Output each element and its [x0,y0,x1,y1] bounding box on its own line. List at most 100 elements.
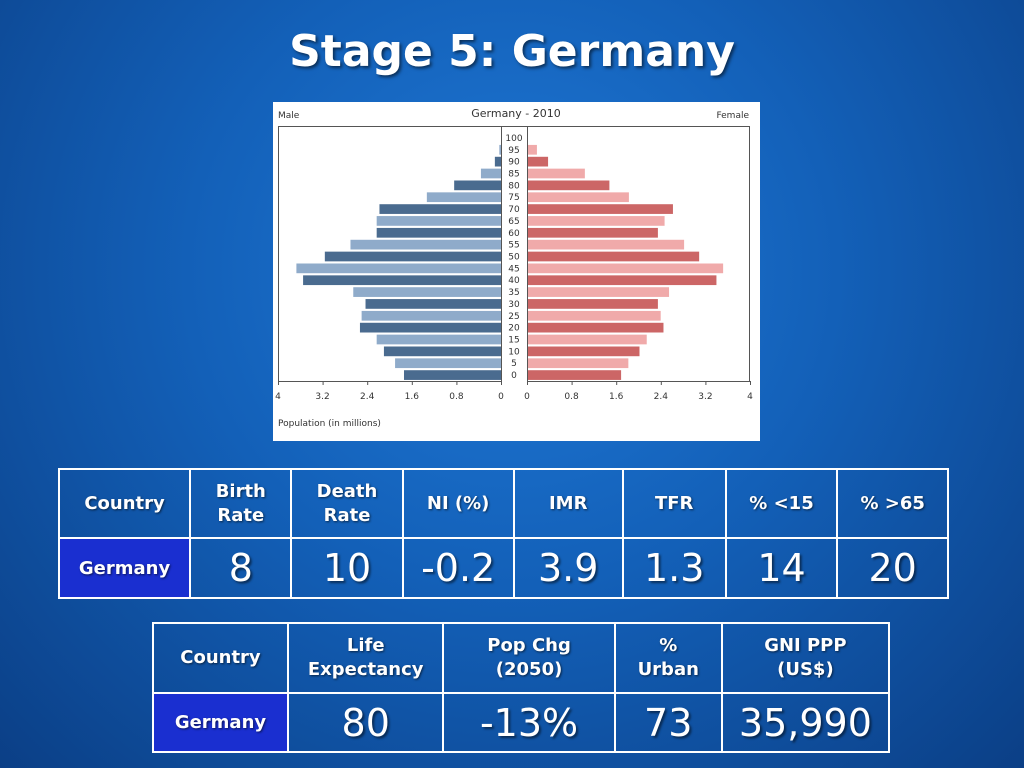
bar-male-age-80 [454,180,501,191]
age-label: 50 [508,253,520,263]
value-tfr: 1.3 [621,537,727,599]
age-label: 30 [508,300,520,310]
bar-male-age-70 [379,204,501,214]
male-x-axis [278,381,502,382]
row-label-country: Germany [152,692,289,753]
slide-title: Stage 5: Germany [289,26,735,77]
female-zero-line [527,126,528,382]
x-tick-label: 2.4 [654,392,669,402]
header-pct-over-65: % >65 [836,468,949,539]
table-row: Germany 80 -13% 73 35,990 [152,692,891,753]
age-label: 60 [508,229,520,239]
header-death-rate: Death Rate [290,468,404,539]
bar-female-age-0 [528,370,622,380]
header-pop-chg-text: Pop Chg (2050) [487,635,571,680]
age-label: 5 [511,359,517,369]
x-tick-label: 1.6 [405,392,420,402]
value-ni: -0.2 [401,537,515,599]
row-label-country: Germany [57,537,192,599]
bar-female-age-70 [528,204,673,214]
header-pct-urban: % Urban [613,622,723,694]
x-tick-label: 4 [747,392,753,402]
x-tick-label: 0.8 [449,392,464,402]
plot-right-border [749,126,750,382]
bar-male-age-30 [365,299,501,309]
plot-top-border [278,126,750,127]
bar-male-age-25 [361,310,501,321]
age-label: 10 [508,347,520,357]
age-label: 40 [508,276,520,286]
x-axis-title: Population (in millions) [278,419,381,429]
bar-female-age-80 [528,180,610,191]
header-gni-ppp: GNI PPP (US$) [720,622,891,694]
header-death-rate-text: Death Rate [316,480,378,526]
age-label: 55 [508,241,519,251]
bar-female-age-20 [528,322,664,333]
bar-male-age-15 [376,334,501,345]
value-pct-urban: 73 [613,692,723,753]
x-tick-mark [322,381,324,385]
header-imr: IMR [512,468,624,539]
x-tick-mark [750,381,751,385]
development-stats-table: Country Life Expectancy Pop Chg (2050) %… [152,622,891,753]
x-tick-label: 0 [524,392,530,402]
pyramid-svg: Germany - 2010 Male Female Population (in m… [275,107,753,429]
bar-female-age-60 [528,227,658,238]
age-label: 65 [508,217,519,227]
value-imr: 3.9 [512,537,624,599]
bar-male-age-20 [359,322,501,333]
x-tick-mark [660,381,662,385]
header-pct-under-15: % <15 [724,468,839,539]
age-label: 45 [508,264,519,274]
x-tick-mark [705,381,707,385]
x-tick-mark [278,381,279,385]
bar-male-age-45 [296,263,501,274]
bar-male-age-65 [376,216,501,226]
value-pct-over-65: 20 [836,537,949,599]
header-country: Country [57,468,192,539]
x-tick-label: 3.2 [698,392,712,402]
age-label: 20 [508,324,520,334]
bar-male-age-95 [499,144,501,155]
chart-title: Germany - 2010 [471,107,561,120]
bar-male-age-35 [353,287,501,297]
bar-female-age-55 [528,239,685,250]
bar-male-age-10 [383,346,501,357]
bar-female-age-25 [528,310,661,321]
bar-female-age-65 [528,216,665,226]
bar-female-age-90 [528,156,549,167]
x-tick-mark [527,381,528,385]
table-row: Germany 8 10 -0.2 3.9 1.3 14 20 [57,537,949,599]
table-header-row: Country Life Expectancy Pop Chg (2050) %… [152,622,891,694]
age-label: 15 [508,336,519,346]
x-tick-label: 4 [275,392,281,402]
bar-male-age-75 [426,192,501,203]
bar-female-age-15 [528,334,647,345]
bar-male-age-40 [303,275,501,286]
male-label: Male [278,111,300,121]
header-ni: NI (%) [401,468,515,539]
bar-male-age-55 [350,239,501,250]
age-label: 80 [508,181,520,191]
bar-female-age-45 [528,263,724,274]
header-life-expectancy: Life Expectancy [286,622,445,694]
table-header-row: Country Birth Rate Death Rate NI (%) IMR… [57,468,949,539]
bar-female-age-30 [528,299,658,309]
x-tick-label: 0 [498,392,504,402]
header-country: Country [152,622,289,694]
female-x-axis [527,381,750,382]
bar-male-age-50 [324,251,501,262]
value-birth-rate: 8 [189,537,293,599]
x-tick-mark [411,381,413,385]
bar-male-age-85 [480,168,501,179]
header-pct-urban-text: % Urban [637,635,699,680]
bar-female-age-95 [528,144,537,155]
x-tick-mark [367,381,369,385]
age-label: 35 [508,288,519,298]
male-zero-line [501,126,502,382]
header-birth-rate: Birth Rate [189,468,293,539]
bar-female-age-75 [528,192,629,203]
bar-female-age-85 [528,168,585,179]
bar-male-age-90 [494,156,501,167]
bar-male-age-60 [376,227,501,238]
